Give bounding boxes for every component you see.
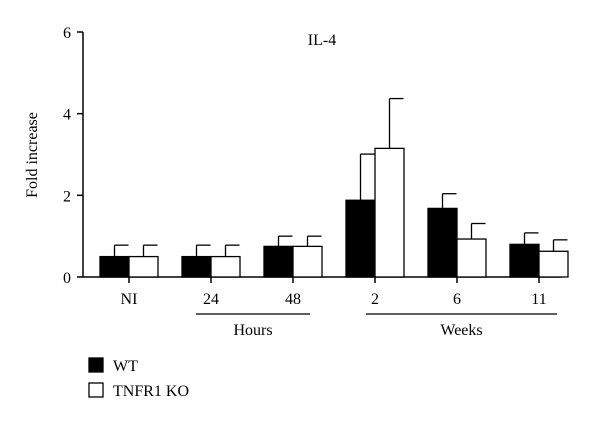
bar-wt: [181, 255, 212, 278]
x-tick-label: NI: [121, 291, 138, 308]
bar-wt: [99, 255, 130, 278]
x-tick-label: 2: [371, 291, 379, 308]
y-tick-label: 2: [63, 188, 71, 205]
x-group-labels: Hours Weeks: [196, 313, 557, 339]
y-tick-label: 4: [63, 107, 71, 124]
y-tick-label: 6: [63, 25, 71, 42]
x-tick-label: 6: [453, 291, 461, 308]
bar-tnfr1-ko: [456, 238, 487, 278]
bars: [99, 97, 569, 278]
bar-wt: [263, 245, 294, 278]
y-axis-label: Fold increase: [24, 112, 41, 198]
group-label: Weeks: [440, 322, 482, 339]
x-tick-label: 24: [203, 291, 219, 308]
bar-tnfr1-ko: [374, 147, 405, 278]
legend-label: WT: [113, 358, 138, 375]
x-tick-label: 11: [531, 291, 546, 308]
legend-swatch: [88, 382, 104, 398]
legend: WT TNFR1 KO: [88, 357, 189, 400]
bar-tnfr1-ko: [292, 245, 323, 278]
y-tick-label: 0: [63, 270, 71, 287]
bar-wt: [427, 207, 458, 278]
group-label: Hours: [233, 322, 272, 339]
bar-wt: [509, 243, 540, 278]
bar-tnfr1-ko: [210, 255, 241, 278]
chart-title: IL-4: [308, 32, 336, 49]
axes: [82, 32, 562, 278]
y-ticks: 0 2 4 6: [63, 25, 83, 287]
x-tick-labels: NI 24 48 2 6 11: [121, 277, 547, 308]
bar-tnfr1-ko: [128, 255, 159, 278]
legend-swatch: [88, 357, 104, 373]
legend-label: TNFR1 KO: [113, 383, 189, 400]
x-tick-label: 48: [285, 291, 301, 308]
bar-wt: [345, 199, 376, 278]
bar-tnfr1-ko: [538, 250, 569, 278]
